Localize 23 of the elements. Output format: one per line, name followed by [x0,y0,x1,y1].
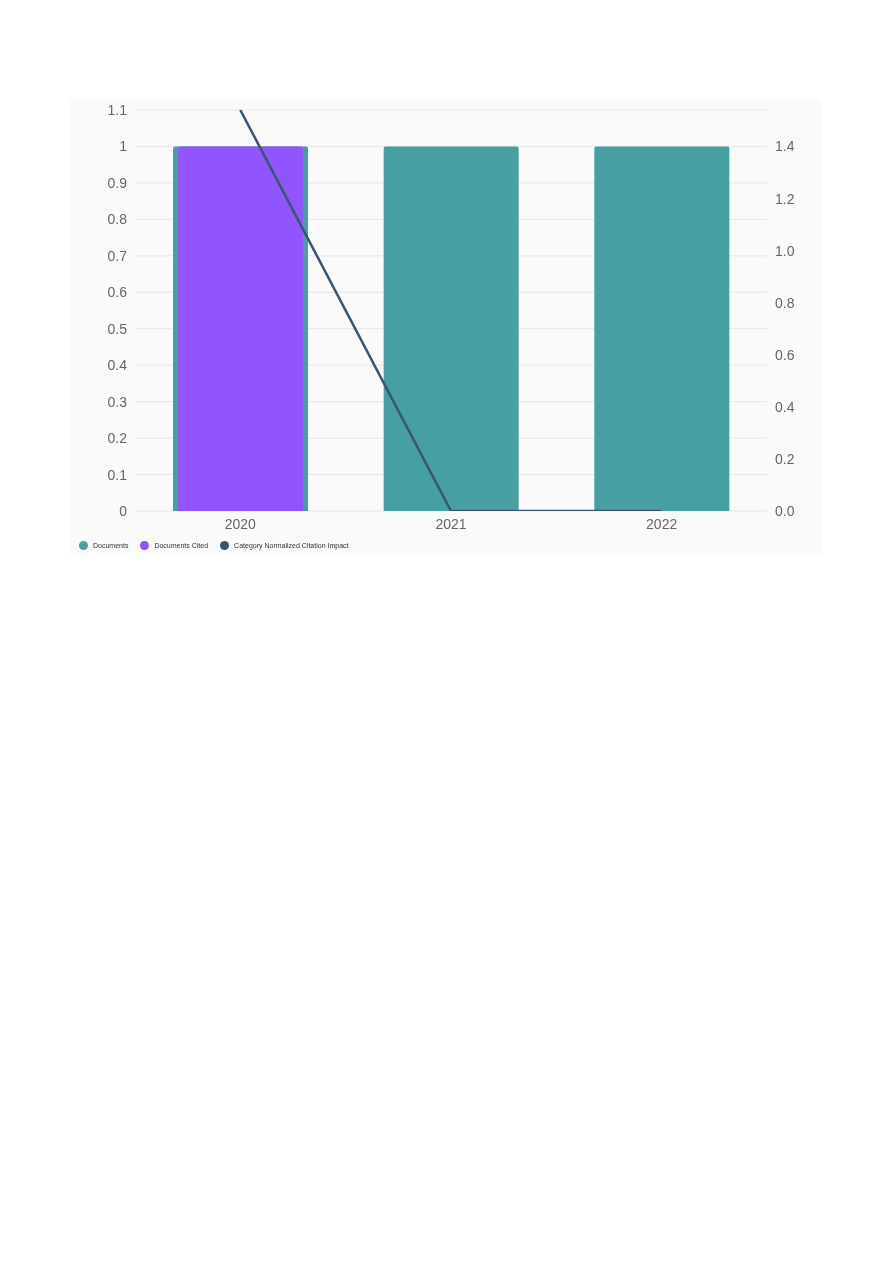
y2-tick-label: 0.8 [775,294,795,311]
y-tick-label: 0.1 [107,466,128,483]
y-tick-label: 1.1 [107,101,128,118]
y-tick-label: 0.4 [107,357,128,374]
x-tick-label: 2021 [435,515,467,532]
y2-tick-label: 1.4 [775,138,795,155]
y-tick-label: 0.8 [107,211,128,228]
y2-tick-label: 0.6 [775,346,795,363]
y-tick-label: 0.7 [107,247,128,264]
x-tick-label: 2020 [224,515,257,532]
y-tick-label: 0.5 [107,320,128,337]
y2-tick-label: 1.0 [775,242,795,259]
y-tick-label: 1 [119,138,128,155]
y-tick-label: 0.2 [107,430,128,447]
x-tick-label: 2022 [646,515,678,532]
y-tick-label: 0 [119,502,128,519]
y2-tick-label: 1.2 [775,190,795,207]
y2-tick-label: 0.2 [775,450,795,467]
y-tick-label: 0.9 [107,174,128,191]
y-tick-label: 0.3 [107,393,128,410]
y2-tick-label: 0.4 [775,398,795,415]
y2-tick-label: 0.0 [775,502,795,519]
y-tick-label: 0.6 [107,284,128,301]
